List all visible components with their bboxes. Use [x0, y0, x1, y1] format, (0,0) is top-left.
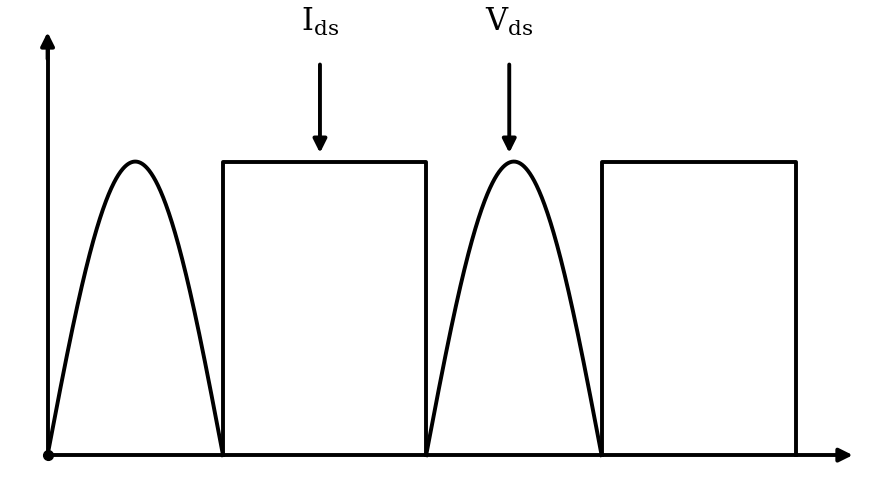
Text: $\mathregular{V_{ds}}$: $\mathregular{V_{ds}}$ [485, 6, 533, 38]
Text: $\mathregular{I_{ds}}$: $\mathregular{I_{ds}}$ [301, 6, 339, 38]
